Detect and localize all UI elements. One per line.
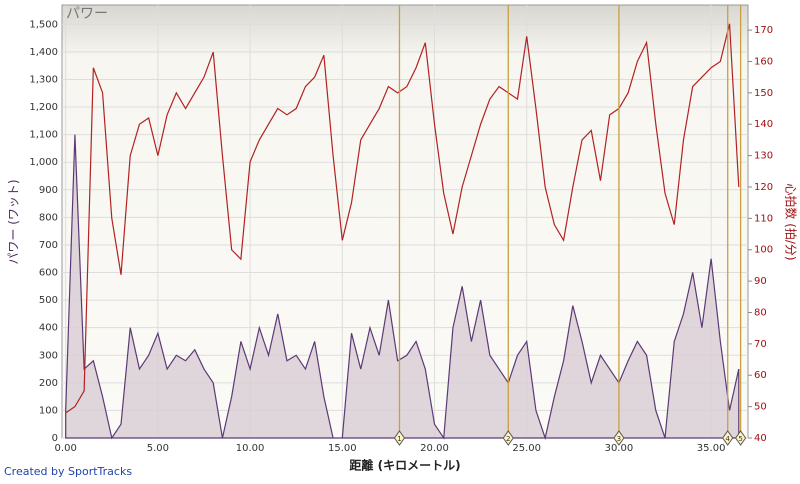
x-tick-label: 30.00 — [605, 443, 634, 454]
power-area — [65, 134, 740, 441]
x-tick-label: 15.00 — [328, 443, 357, 454]
y-tick-label: 200 — [39, 378, 58, 389]
y-tick-label: 900 — [39, 185, 58, 196]
y2-tick-label: 160 — [754, 56, 773, 67]
y-tick-label: 500 — [39, 295, 58, 306]
y-axis-label: パワー (ワット) — [7, 179, 21, 264]
footer: Created by SportTracks — [4, 465, 132, 478]
y2-tick-label: 80 — [754, 307, 767, 318]
y2-tick-label: 100 — [754, 245, 773, 256]
x-tick-label: 35.00 — [697, 443, 726, 454]
x-axis-label: 距離 (キロメートル) — [349, 458, 460, 473]
y2-tick-label: 140 — [754, 119, 773, 130]
lap-diamond — [393, 430, 406, 446]
x-tick-label: 5.00 — [147, 443, 169, 454]
y-tick-label: 600 — [39, 268, 58, 279]
lap-label: 2 — [506, 435, 510, 443]
x-tick-label: 25.00 — [512, 443, 541, 454]
chart-title: パワー — [66, 6, 108, 22]
y-tick-label: 0 — [52, 433, 58, 444]
y2-tick-label: 130 — [754, 151, 773, 162]
y2-tick-label: 120 — [754, 182, 773, 193]
lap-label: 4 — [725, 435, 730, 443]
lap-diamond — [735, 430, 747, 446]
lap-label: 5 — [738, 435, 742, 443]
y-tick-label: 1,300 — [29, 74, 58, 85]
y2-axis-label: 心拍数 (拍/分) — [784, 183, 799, 260]
y-tick-label: 300 — [39, 350, 58, 361]
y-tick-label: 1,200 — [29, 102, 58, 113]
lap-diamond — [613, 430, 625, 446]
y-tick-label: 1,400 — [29, 47, 58, 58]
y-tick-label: 400 — [39, 323, 58, 334]
lap-diamond — [722, 430, 734, 446]
lap-label: 1 — [397, 435, 401, 443]
y-tick-label: 1,100 — [29, 130, 58, 141]
x-tick-label: 0.00 — [55, 443, 77, 454]
y-tick-label: 700 — [39, 240, 58, 251]
lap-diamond — [502, 430, 514, 446]
y2-tick-label: 90 — [754, 276, 767, 287]
y-tick-label: 1,000 — [29, 157, 58, 168]
x-tick-label: 10.00 — [236, 443, 265, 454]
y2-tick-label: 110 — [754, 213, 773, 224]
y2-tick-label: 50 — [754, 402, 767, 413]
heart-rate-line — [65, 23, 740, 414]
x-tick-label: 20.00 — [420, 443, 449, 454]
lap-label: 3 — [617, 435, 621, 443]
y2-tick-label: 150 — [754, 88, 773, 99]
y-tick-label: 100 — [39, 405, 58, 416]
y2-tick-label: 170 — [754, 25, 773, 36]
y2-tick-label: 40 — [754, 433, 767, 444]
y2-tick-label: 60 — [754, 370, 767, 381]
y-tick-label: 800 — [39, 212, 58, 223]
y-tick-label: 1,500 — [29, 19, 58, 30]
y2-tick-label: 70 — [754, 339, 767, 350]
